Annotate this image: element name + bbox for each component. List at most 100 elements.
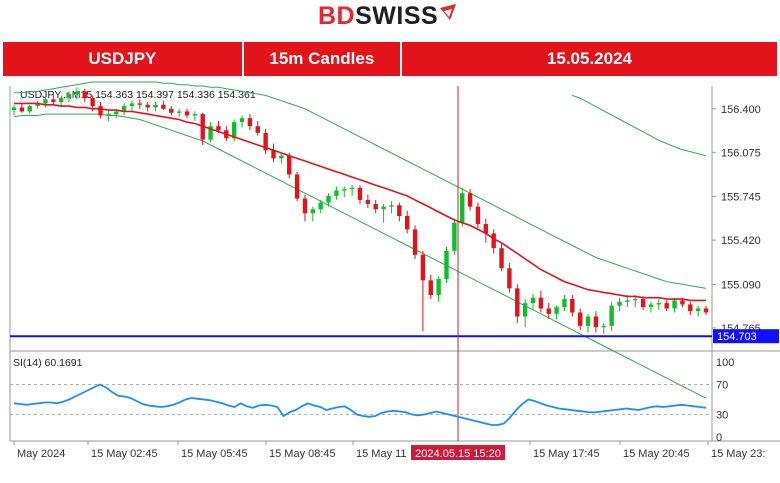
- moving-average-line: [14, 102, 706, 302]
- time-tick-label: 15 May 02:45: [91, 448, 158, 460]
- candle: [19, 103, 25, 113]
- price-tick-label: 156.075: [721, 147, 761, 159]
- candle-body: [554, 307, 559, 314]
- cursor-time-label: 2024.05.15 15:20: [415, 448, 501, 460]
- candle-body: [66, 94, 72, 99]
- candle: [255, 120, 260, 136]
- candle-body: [263, 132, 268, 151]
- candle-body: [310, 209, 316, 214]
- candle: [287, 153, 292, 179]
- candle-body: [562, 299, 567, 308]
- candle: [357, 185, 363, 204]
- candle-body: [176, 111, 182, 113]
- candle: [522, 299, 528, 328]
- candle-body: [515, 288, 520, 317]
- candle: [176, 108, 182, 117]
- candle-body: [397, 205, 402, 216]
- brand-wordmark: BDSWISS: [318, 2, 438, 31]
- candle: [397, 202, 402, 222]
- band-upper-line: [14, 81, 707, 289]
- candle-body: [318, 202, 323, 210]
- candle: [436, 276, 441, 302]
- price-chart[interactable]: 156.400 156.075 155.745 155.420 155.090 154.7…: [0, 76, 780, 483]
- candle-body: [231, 122, 237, 139]
- candle-body: [74, 91, 80, 95]
- candle: [381, 203, 386, 223]
- candle-body: [106, 114, 111, 116]
- candle-body: [247, 118, 253, 127]
- candle-body: [381, 206, 386, 210]
- brand-logo: BDSWISS: [0, 0, 780, 36]
- candle-body: [404, 215, 410, 230]
- candle: [310, 206, 316, 222]
- rsi-tick-label: 0: [716, 432, 722, 444]
- candle-body: [19, 107, 25, 112]
- candle: [412, 225, 418, 259]
- candle-body: [192, 114, 198, 116]
- candle-body: [334, 190, 339, 196]
- candle: [585, 313, 591, 333]
- candle-body: [703, 308, 709, 313]
- candle: [420, 250, 426, 332]
- candle: [640, 296, 646, 310]
- candle: [475, 202, 481, 229]
- candle-body: [184, 111, 190, 116]
- candle-body: [35, 103, 40, 107]
- candle: [491, 229, 496, 254]
- candle: [428, 274, 433, 300]
- candle-body: [420, 254, 426, 281]
- candle-body: [389, 205, 394, 207]
- candle-body: [577, 312, 583, 326]
- candle-body: [499, 248, 504, 269]
- rsi-tick-label: 30: [716, 410, 728, 422]
- candle: [404, 210, 410, 234]
- candle-body: [82, 91, 87, 99]
- candle: [145, 102, 150, 112]
- candle-body: [593, 316, 599, 328]
- candle: [239, 115, 245, 128]
- candle: [208, 122, 213, 143]
- candle: [570, 295, 575, 317]
- candle-body: [601, 325, 606, 328]
- brand-arrow-icon: [440, 4, 456, 20]
- candle: [349, 185, 355, 196]
- candle: [161, 100, 166, 111]
- price-pane: 156.400 156.075 155.745 155.420 155.090 154.7…: [9, 81, 780, 442]
- candle-body: [169, 108, 174, 113]
- rsi-tick-label: 100: [716, 357, 734, 369]
- candle-body: [271, 150, 276, 159]
- candle: [279, 153, 284, 164]
- candle: [334, 186, 339, 200]
- time-tick-label: 15 May 05:45: [181, 448, 248, 460]
- candle: [121, 103, 127, 116]
- time-tick-label: 15 May 23:: [711, 448, 765, 460]
- candle-body: [412, 229, 418, 255]
- candle: [601, 323, 606, 334]
- price-tick-label: 155.090: [721, 279, 761, 291]
- candle: [137, 99, 143, 109]
- candle: [169, 106, 174, 116]
- banner-date: 15.05.2024: [546, 49, 632, 68]
- candle-body: [625, 300, 630, 302]
- time-axis: May 2024 15 May 02:45 15 May 05:45 15 May 0…: [13, 441, 765, 460]
- chart-header: USDJPY..r,M15 154.363 154.397 154.336 15…: [20, 89, 256, 101]
- candle-body: [373, 203, 378, 210]
- candle-body: [239, 118, 245, 123]
- candle: [444, 246, 449, 283]
- candle-body: [695, 308, 701, 312]
- candle-body: [546, 308, 551, 314]
- rsi-label: SI(14) 60.1691: [13, 357, 83, 369]
- candle: [389, 201, 394, 214]
- banner-divider: [399, 42, 402, 76]
- time-tick-label: 15 May 20:45: [623, 448, 690, 460]
- candle-body: [90, 98, 95, 107]
- candle-body: [467, 193, 473, 207]
- candle-body: [342, 189, 347, 191]
- candle-body: [688, 304, 693, 312]
- candle: [703, 305, 709, 316]
- candle: [546, 303, 551, 320]
- candle: [271, 143, 276, 163]
- candle: [27, 104, 32, 115]
- candle: [294, 171, 300, 202]
- candle-body: [640, 299, 646, 308]
